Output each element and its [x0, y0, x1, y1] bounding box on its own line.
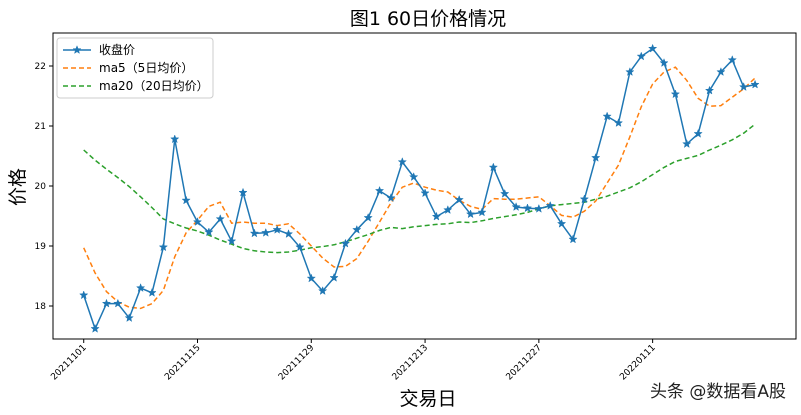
data-point-star: [670, 89, 681, 99]
data-point-star: [545, 200, 555, 210]
data-point-star: [750, 79, 760, 89]
data-point-star: [113, 298, 123, 308]
data-point-star: [79, 290, 89, 300]
x-tick-label: 20220111: [618, 343, 657, 382]
legend: 收盘价 ma5（5日均价） ma20（20日均价）: [56, 37, 214, 99]
data-point-star: [317, 286, 328, 295]
legend-star-marker: [72, 45, 82, 54]
data-point-star: [90, 323, 100, 333]
data-point-star: [727, 55, 737, 64]
data-point-star: [738, 82, 749, 91]
data-point-star: [511, 202, 521, 211]
data-point-star: [534, 203, 544, 213]
data-point-star: [204, 227, 214, 237]
data-point-star: [397, 157, 407, 166]
data-point-star: [568, 234, 578, 244]
data-point-star: [192, 217, 203, 226]
data-point-star: [181, 195, 191, 205]
x-tick-label: 20211101: [49, 343, 88, 382]
data-point-star: [591, 152, 601, 162]
data-point-star: [477, 207, 487, 217]
y-tick-label: 20: [35, 182, 47, 192]
data-point-star: [431, 211, 442, 221]
chart-title: 图1 60日价格情况: [350, 8, 506, 30]
data-point-star: [636, 51, 646, 61]
data-point-star: [261, 227, 271, 237]
x-tick-label: 20211227: [505, 343, 544, 382]
data-point-star: [716, 67, 726, 76]
data-point-star: [682, 139, 692, 148]
data-point-star: [158, 242, 169, 252]
data-point-star: [306, 273, 316, 283]
x-tick-label: 20211129: [277, 343, 317, 383]
data-point-star: [420, 188, 430, 198]
data-point-star: [283, 229, 294, 238]
data-point-star: [488, 162, 499, 172]
y-tick-label: 18: [35, 302, 47, 312]
data-point-star: [363, 212, 373, 222]
data-point-star: [647, 43, 658, 53]
y-tick-label: 21: [35, 122, 46, 132]
data-point-star: [170, 134, 180, 144]
data-point-star: [340, 238, 351, 248]
data-point-star: [522, 203, 533, 213]
data-point-star: [124, 313, 134, 322]
data-point-star: [693, 128, 703, 138]
legend-label-1: ma5（5日均价）: [99, 61, 193, 75]
data-point-star: [409, 172, 419, 181]
y-axis-title: 价格: [7, 168, 29, 206]
data-point-star: [374, 185, 385, 195]
data-point-star: [625, 67, 635, 76]
data-point-star: [704, 85, 715, 95]
x-axis-title: 交易日: [399, 388, 456, 410]
data-point-star: [465, 209, 476, 219]
data-point-star: [295, 242, 305, 252]
data-point-star: [352, 224, 362, 234]
data-point-star: [602, 111, 612, 121]
data-point-star: [454, 194, 464, 204]
data-point-star: [272, 224, 282, 234]
series-line-2: [83, 123, 756, 254]
data-point-star: [215, 214, 225, 223]
data-point-star: [101, 298, 112, 308]
data-point-star: [329, 272, 339, 282]
legend-label-2: ma20（20日均价）: [99, 79, 209, 93]
data-point-star: [386, 193, 396, 202]
watermark-text: 头条 @数据看A股: [650, 382, 786, 402]
data-point-star: [443, 205, 453, 214]
data-point-star: [659, 58, 669, 67]
y-tick-label: 22: [35, 62, 46, 72]
data-point-star: [613, 118, 624, 127]
x-tick-label: 20211115: [163, 343, 202, 382]
data-point-star: [238, 187, 248, 197]
data-point-star: [556, 218, 567, 228]
data-point-star: [226, 236, 237, 246]
data-point-star: [147, 287, 157, 297]
data-point-star: [579, 194, 590, 204]
legend-box: [56, 37, 214, 99]
x-tick-label: 20211213: [391, 343, 430, 382]
y-tick-label: 19: [35, 242, 47, 252]
data-point-star: [249, 228, 260, 238]
legend-label-0: 收盘价: [99, 42, 135, 57]
data-point-star: [135, 283, 146, 292]
data-point-star: [500, 188, 510, 198]
